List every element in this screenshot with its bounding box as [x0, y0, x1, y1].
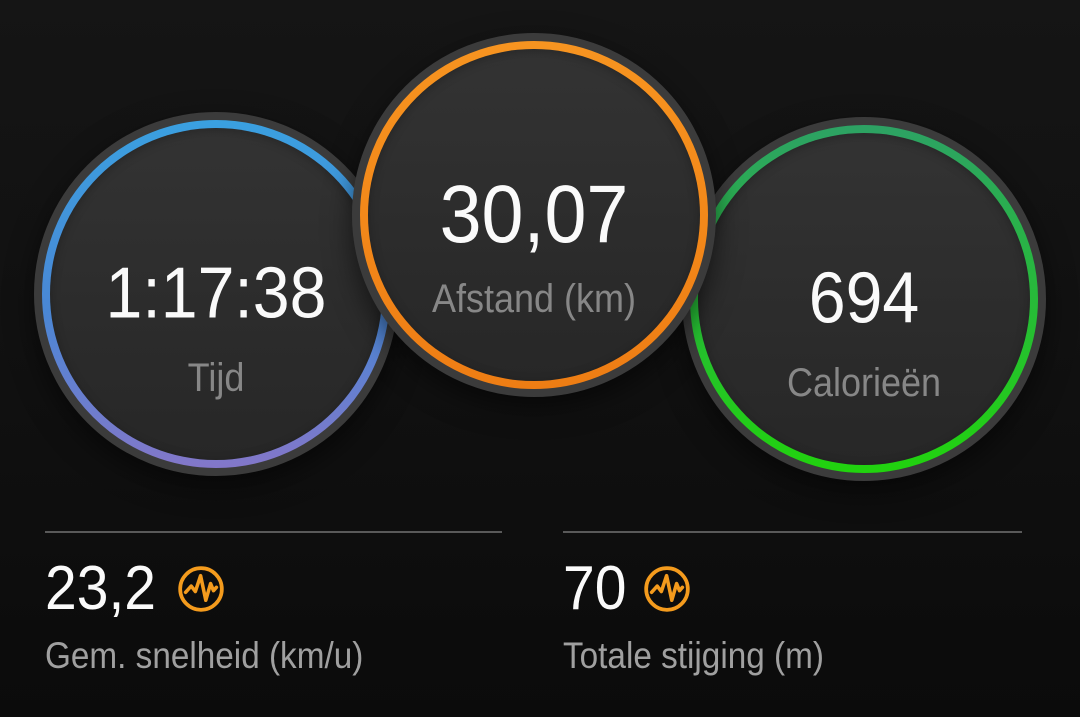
total-ascent-label: Totale stijging (m): [563, 635, 824, 676]
avg-speed-value: 23,2: [45, 554, 157, 623]
total-ascent-stat[interactable]: 70 Totale stijging (m): [563, 531, 1022, 678]
divider: [563, 531, 1022, 533]
calories-label: Calorieën: [786, 361, 942, 405]
distance-ring-fill: [368, 49, 700, 381]
avg-speed-row: 23,2: [45, 557, 502, 621]
divider: [45, 531, 502, 533]
waveform-icon: [642, 564, 692, 614]
total-ascent-row: 70: [563, 557, 1022, 621]
time-ring-fill: [50, 128, 382, 460]
waveform-icon: [176, 564, 226, 614]
calories-value: 694: [808, 258, 920, 339]
time-ring[interactable]: 1:17:38 Tijd: [34, 112, 398, 476]
distance-value: 30,07: [439, 168, 629, 260]
total-ascent-value: 70: [563, 554, 627, 623]
avg-speed-stat[interactable]: 23,2 Gem. snelheid (km/u): [45, 531, 502, 678]
calories-ring[interactable]: 694 Calorieën: [682, 117, 1046, 481]
time-value: 1:17:38: [105, 253, 327, 334]
time-label: Tijd: [187, 356, 245, 400]
distance-ring[interactable]: 30,07 Afstand (km): [352, 33, 716, 397]
calories-ring-fill: [698, 133, 1030, 465]
distance-label: Afstand (km): [431, 277, 637, 321]
avg-speed-label: Gem. snelheid (km/u): [45, 635, 364, 676]
